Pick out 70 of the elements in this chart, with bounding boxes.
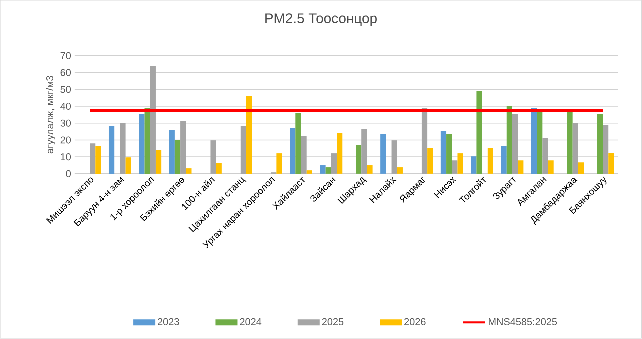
bar (186, 168, 192, 174)
bar (458, 154, 464, 174)
bar (120, 123, 126, 174)
bar (567, 111, 573, 174)
y-tick-label: 30 (60, 120, 72, 127)
y-tick-label: 20 (60, 136, 72, 144)
bar (542, 138, 548, 174)
bar (306, 170, 312, 174)
bar (126, 158, 132, 174)
bar (296, 113, 302, 174)
bar (603, 125, 609, 174)
bar (216, 164, 222, 174)
bar (440, 132, 447, 174)
bar (362, 129, 368, 174)
legend-label: 2025 (322, 318, 344, 326)
y-axis-title: агуулалж, мкг/м3 (46, 76, 56, 154)
bar (518, 160, 524, 174)
bar (380, 134, 386, 174)
bar (144, 108, 150, 174)
legend-label: MNS4585:2025 (489, 318, 558, 326)
y-tick-label: 70 (60, 52, 72, 60)
legend-label: 2023 (158, 318, 180, 326)
bar (548, 160, 554, 174)
bar (537, 110, 543, 174)
bar (320, 166, 326, 174)
bar (488, 148, 494, 174)
y-tick-label: 0 (66, 170, 72, 178)
bar (96, 146, 102, 174)
y-tick-label: 50 (60, 86, 72, 94)
bar (210, 140, 216, 174)
bar (506, 106, 512, 174)
bar (90, 144, 96, 174)
bar (452, 160, 458, 174)
bar (240, 126, 246, 174)
bar (531, 108, 538, 174)
bar (301, 136, 307, 174)
legend-label: 2026 (404, 318, 426, 326)
bar (446, 134, 452, 174)
bar (150, 66, 156, 174)
bar (326, 168, 332, 174)
y-tick-label: 60 (60, 69, 72, 76)
bar (397, 168, 403, 174)
bar (356, 145, 362, 174)
bar (578, 162, 584, 174)
bar (174, 140, 181, 174)
legend-label: 2024 (240, 318, 262, 326)
bar (428, 148, 434, 174)
bar (572, 123, 578, 174)
bar (392, 140, 398, 174)
bar (169, 130, 175, 174)
bar (180, 121, 186, 174)
bar (422, 108, 428, 174)
bar (367, 166, 373, 174)
bar (476, 91, 482, 174)
bar (276, 154, 282, 174)
bar (108, 126, 115, 174)
bar (608, 154, 614, 174)
y-tick-label: 10 (61, 154, 72, 161)
bar (337, 134, 343, 174)
bar (139, 114, 145, 174)
bar (471, 156, 477, 174)
bar (597, 114, 604, 174)
bar (246, 96, 252, 174)
bar (512, 114, 518, 174)
y-tick-label: 40 (60, 103, 72, 110)
bar (290, 128, 296, 174)
chart-title: PM2.5 Тоосонцор (266, 14, 377, 26)
bar (156, 150, 162, 174)
bar (331, 154, 338, 174)
bar (501, 146, 507, 174)
